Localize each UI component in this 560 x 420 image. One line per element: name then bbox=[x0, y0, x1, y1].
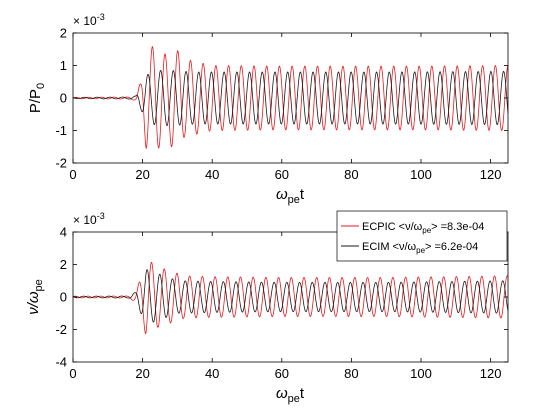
top-exponent: × 10-3 bbox=[73, 12, 105, 28]
top-series-1-line bbox=[72, 69, 509, 127]
panel-bottom: 0 20 40 60 80 100 120 -4 -2 0 2 4 × 10-3 ωpet ν/ωpe… bbox=[25, 210, 509, 405]
top-series-0-line bbox=[72, 46, 509, 150]
top-ytick-label-4: 2 bbox=[60, 26, 67, 41]
bottom-xtick-label-0: 0 bbox=[69, 366, 76, 381]
top-xtick-label-5: 100 bbox=[410, 167, 432, 182]
top-series-group bbox=[72, 46, 509, 150]
panel-top: 0 20 40 60 80 100 120 -2 -1 0 1 2 × 10-3 ωpet P/P0 bbox=[27, 12, 509, 206]
bottom-series-group bbox=[72, 261, 509, 334]
top-ylabel: P/P0 bbox=[27, 83, 47, 113]
bottom-ytick-label-2: 0 bbox=[60, 290, 67, 305]
bottom-ytick-label-0: -4 bbox=[55, 355, 67, 370]
top-xtick-label-4: 80 bbox=[344, 167, 358, 182]
top-xtick-label-3: 60 bbox=[275, 167, 289, 182]
top-xtick-label-2: 40 bbox=[205, 167, 219, 182]
top-xlabel: ωpet bbox=[276, 186, 305, 206]
top-ticks: 0 20 40 60 80 100 120 -2 -1 0 1 2 bbox=[55, 26, 508, 182]
bottom-ytick-label-4: 4 bbox=[60, 225, 67, 240]
top-ytick-label-1: -1 bbox=[55, 123, 67, 138]
bottom-xtick-label-2: 40 bbox=[205, 366, 219, 381]
bottom-xtick-label-5: 100 bbox=[410, 366, 432, 381]
bottom-exponent: × 10-3 bbox=[73, 211, 105, 227]
legend-label-ecpic: ECPIC <ν/ωpe> =8.3e-04 bbox=[362, 221, 484, 235]
bottom-ticks: 0 20 40 60 80 100 120 -4 -2 0 2 4 bbox=[55, 225, 508, 381]
top-ytick-label-3: 1 bbox=[60, 58, 67, 73]
bottom-xlabel: ωpet bbox=[276, 385, 305, 405]
legend-label-ecim: ECIM <ν/ωpe> =6.2e-04 bbox=[362, 241, 478, 255]
bottom-ytick-label-1: -2 bbox=[55, 322, 67, 337]
bottom-series-1-line bbox=[72, 269, 509, 323]
bottom-ytick-label-3: 2 bbox=[60, 257, 67, 272]
legend-box bbox=[336, 210, 508, 262]
top-xtick-label-0: 0 bbox=[69, 167, 76, 182]
bottom-xtick-label-3: 60 bbox=[275, 366, 289, 381]
top-xtick-label-1: 20 bbox=[135, 167, 149, 182]
bottom-xtick-label-4: 80 bbox=[344, 366, 358, 381]
bottom-ylabel: ν/ωpe bbox=[25, 279, 45, 315]
bottom-xtick-label-6: 120 bbox=[480, 366, 502, 381]
top-ytick-label-2: 0 bbox=[60, 91, 67, 106]
top-xtick-label-6: 120 bbox=[480, 167, 502, 182]
bottom-series-0-line bbox=[72, 261, 509, 334]
legend: ECPIC <ν/ωpe> =8.3e-04 ECIM <ν/ωpe> =6.2… bbox=[336, 210, 508, 262]
top-ytick-label-0: -2 bbox=[55, 156, 67, 171]
bottom-xtick-label-1: 20 bbox=[135, 366, 149, 381]
